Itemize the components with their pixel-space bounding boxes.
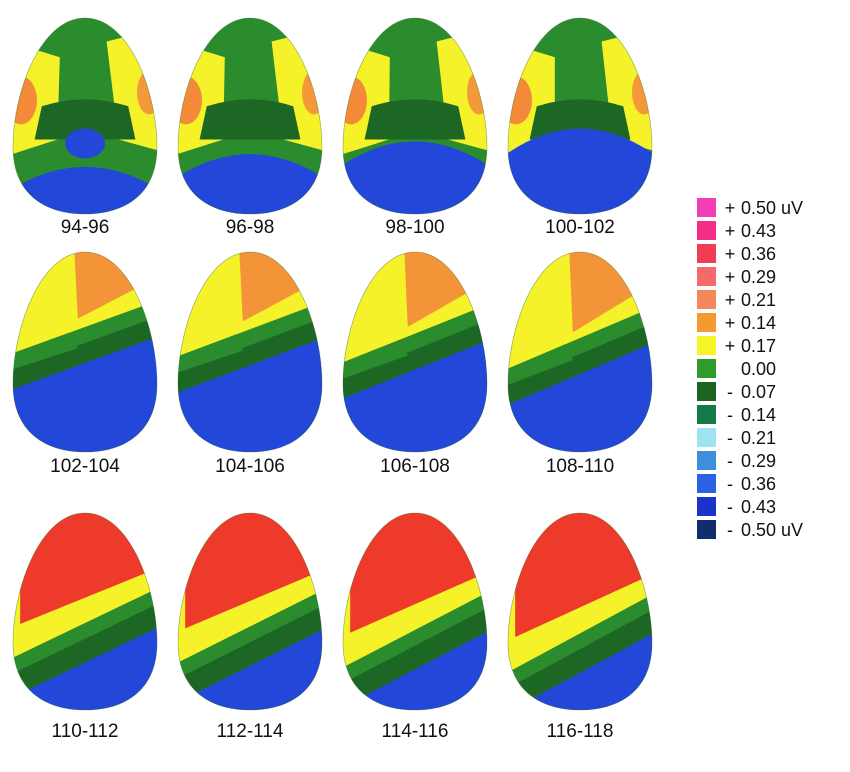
scalp-map-108-110 xyxy=(508,252,652,452)
time-window-label: 100-102 xyxy=(545,217,615,238)
scalp-map-98-100 xyxy=(343,18,487,214)
time-window-label: 104-106 xyxy=(215,456,285,477)
legend-value: 0.07 xyxy=(741,382,777,402)
legend-value: 0.14 xyxy=(741,313,777,333)
legend-sign: - xyxy=(727,382,733,402)
legend-entry: +0.17 xyxy=(697,335,847,358)
legend-value: 0.21 xyxy=(741,428,777,448)
scalp-outline xyxy=(342,251,488,453)
legend-swatch xyxy=(697,244,716,263)
legend-entry: -0.21 xyxy=(697,427,847,450)
legend-sign: - xyxy=(727,405,733,425)
time-window-label: 94-96 xyxy=(60,217,110,238)
scalp-map-116-118 xyxy=(508,513,652,710)
legend-value: 0.36 xyxy=(741,244,777,264)
scalp-map-110-112 xyxy=(13,513,157,710)
scalp-outline xyxy=(342,512,488,711)
time-window-label: 106-108 xyxy=(380,456,450,477)
scalp-map-96-98 xyxy=(178,18,322,214)
legend-entry: +0.29 xyxy=(697,266,847,289)
legend-value: 0.43 xyxy=(741,221,777,241)
time-window-label: 116-118 xyxy=(546,721,614,742)
legend-swatch xyxy=(697,497,716,516)
legend-entry: 0.00 xyxy=(697,358,847,381)
time-window-label: 114-116 xyxy=(381,721,449,742)
scalp-map-114-116 xyxy=(343,513,487,710)
time-window-label: 110-112 xyxy=(51,721,119,742)
scalp-map-106-108 xyxy=(343,252,487,452)
legend-value: 0.43 xyxy=(741,497,777,517)
legend-entry: -0.50 uV xyxy=(697,519,847,542)
legend-entry: -0.14 xyxy=(697,404,847,427)
legend-swatch xyxy=(697,451,716,470)
legend-swatch xyxy=(697,474,716,493)
time-window-label: 102-104 xyxy=(50,456,120,477)
legend-entry: +0.36 xyxy=(697,243,847,266)
scalp-map-94-96 xyxy=(13,18,157,214)
scalp-outline xyxy=(507,251,653,453)
legend-entry: -0.29 xyxy=(697,450,847,473)
scalp-outline xyxy=(12,251,158,453)
scalp-outline xyxy=(12,512,158,711)
legend-sign: + xyxy=(724,244,736,264)
legend-swatch xyxy=(697,267,716,286)
legend-swatch xyxy=(697,198,716,217)
legend-sign: + xyxy=(724,313,736,333)
legend-sign: + xyxy=(724,267,736,287)
legend-value: 0.36 xyxy=(741,474,777,494)
legend-sign: + xyxy=(724,290,736,310)
legend-entry: +0.50 uV xyxy=(697,197,847,220)
legend-value: 0.50 uV xyxy=(741,520,804,540)
scalp-outline xyxy=(177,17,323,215)
legend-sign: - xyxy=(727,474,733,494)
legend-value: 0.21 xyxy=(741,290,777,310)
legend-swatch xyxy=(697,382,716,401)
legend-sign: - xyxy=(727,451,733,471)
scalp-outline xyxy=(342,17,488,215)
legend-sign: - xyxy=(727,497,733,517)
scalp-map-102-104 xyxy=(13,252,157,452)
scalp-outline xyxy=(507,17,653,215)
legend-sign: - xyxy=(727,520,733,540)
legend-entry: +0.14 xyxy=(697,312,847,335)
legend-entry: -0.07 xyxy=(697,381,847,404)
scalp-outline xyxy=(12,17,158,215)
legend-swatch xyxy=(697,405,716,424)
legend-swatch xyxy=(697,428,716,447)
legend-swatch xyxy=(697,359,716,378)
legend-value: 0.29 xyxy=(741,451,777,471)
scalp-map-112-114 xyxy=(178,513,322,710)
legend-swatch xyxy=(697,290,716,309)
scalp-outline xyxy=(177,251,323,453)
legend-value: 0.17 xyxy=(741,336,777,356)
legend-value: 0.00 xyxy=(741,359,777,379)
time-window-label: 112-114 xyxy=(216,721,284,742)
legend-sign: - xyxy=(727,428,733,448)
legend-value: 0.14 xyxy=(741,405,777,425)
legend-entry: +0.21 xyxy=(697,289,847,312)
scalp-outline xyxy=(507,512,653,711)
scalp-map-100-102 xyxy=(508,18,652,214)
legend-entry: -0.43 xyxy=(697,496,847,519)
legend-swatch xyxy=(697,336,716,355)
legend-swatch xyxy=(697,520,716,539)
legend-sign: + xyxy=(724,336,736,356)
legend-swatch xyxy=(697,313,716,332)
legend-sign: + xyxy=(724,198,736,218)
legend-entry: +0.43 xyxy=(697,220,847,243)
legend-swatch xyxy=(697,221,716,240)
legend-entry: -0.36 xyxy=(697,473,847,496)
legend-value: 0.29 xyxy=(741,267,777,287)
scalp-map-104-106 xyxy=(178,252,322,452)
scalp-outline xyxy=(177,512,323,711)
legend-sign: + xyxy=(724,221,736,241)
time-window-label: 96-98 xyxy=(225,217,275,238)
color-scale-legend: +0.50 uV +0.43 +0.36 +0.29 +0.21 +0.14 +0.17 0.… xyxy=(697,197,847,542)
time-window-label: 98-100 xyxy=(385,217,445,238)
time-window-label: 108-110 xyxy=(545,456,615,477)
legend-value: 0.50 uV xyxy=(741,198,804,218)
